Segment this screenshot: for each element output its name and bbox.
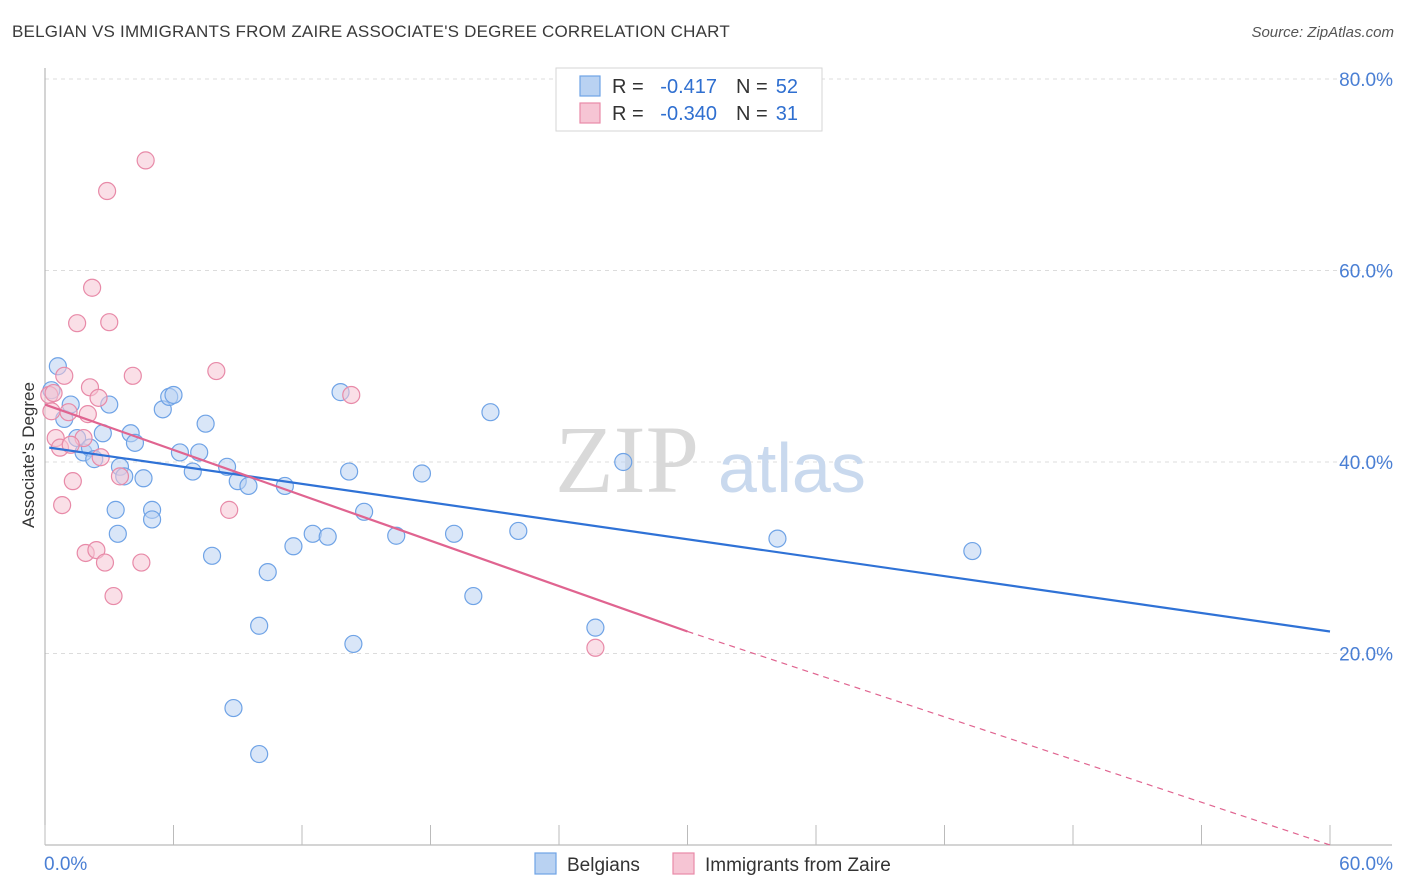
belgian-point (183, 462, 202, 481)
belgian-point (106, 500, 125, 519)
belgian-point (202, 546, 222, 565)
zaire-point (53, 495, 72, 515)
zaire-point (136, 151, 155, 170)
belgian-point (464, 586, 483, 606)
belgian-point (509, 521, 528, 541)
legend-n-value: 31 (776, 103, 798, 125)
legend-r-label: R = (612, 76, 644, 98)
legend-n-label: N = (736, 76, 768, 98)
y-tick-label: 80.0% (1339, 70, 1393, 91)
zaire-point (104, 586, 123, 606)
belgian-point (340, 462, 359, 481)
zaire-trendline (44, 403, 688, 633)
chart-title: BELGIAN VS IMMIGRANTS FROM ZAIRE ASSOCIA… (12, 22, 730, 41)
zaire-point (110, 467, 130, 486)
y-tick-label: 40.0% (1339, 453, 1393, 474)
belgian-point (412, 464, 432, 483)
legend-swatch-belgians (579, 75, 601, 97)
zaire-point (95, 553, 115, 572)
legend-n-value: 52 (776, 76, 798, 98)
belgian-point (284, 537, 303, 556)
belgian-point (196, 414, 215, 433)
belgian-point (134, 469, 153, 488)
bottom-legend-swatch-belgians[interactable] (534, 852, 557, 875)
watermark-atlas: atlas (718, 429, 866, 507)
bottom-legend-label-zaire: Immigrants from Zaire (705, 855, 891, 876)
belgian-point (250, 744, 269, 764)
zaire-point (220, 500, 239, 519)
zaire-point (55, 366, 74, 385)
bottom-legend-swatch-zaire[interactable] (672, 852, 695, 875)
y-tick-label: 60.0% (1339, 262, 1393, 283)
legend-r-value: -0.340 (660, 103, 717, 125)
belgian-point (963, 541, 982, 561)
belgian-point (387, 526, 406, 545)
zaire-point (91, 448, 110, 467)
zaire-point (83, 278, 102, 297)
zaire-point (68, 314, 87, 333)
belgian-point (481, 403, 500, 422)
zaire-point (98, 181, 117, 201)
zaire-point (586, 638, 605, 657)
belgian-point (239, 476, 258, 496)
zaire-trendline-extension (687, 630, 1331, 846)
y-tick-label: 20.0% (1339, 645, 1393, 666)
zaire-point (87, 540, 106, 560)
belgian-point (250, 616, 269, 635)
zaire-point (342, 385, 361, 405)
belgian-point (164, 385, 183, 405)
legend-swatch-zaire (579, 102, 601, 124)
zaire-point (100, 313, 119, 332)
belgian-point (224, 698, 243, 718)
bottom-legend-label-belgians: Belgians (567, 855, 640, 876)
belgian-trendline (49, 446, 1331, 633)
chart-source: Source: ZipAtlas.com (1251, 24, 1394, 41)
legend-n-label: N = (736, 103, 768, 125)
belgian-point (344, 634, 363, 654)
zaire-point (63, 472, 82, 491)
belgian-point (586, 618, 605, 637)
belgian-point (108, 524, 127, 543)
y-axis-title: Associate's Degree (19, 382, 38, 528)
zaire-point (132, 553, 151, 572)
legend-r-label: R = (612, 103, 644, 125)
belgian-point (768, 529, 787, 548)
x-tick-label: 60.0% (1339, 854, 1393, 875)
zaire-point (89, 388, 108, 407)
belgian-point (614, 452, 633, 472)
x-tick-label: 0.0% (44, 854, 87, 875)
zaire-point (44, 383, 63, 403)
belgian-point (318, 527, 337, 546)
belgian-point (303, 524, 322, 543)
belgian-point (444, 524, 464, 543)
zaire-point (207, 361, 226, 381)
belgian-point (258, 563, 277, 582)
zaire-point (123, 366, 142, 385)
legend-r-value: -0.417 (660, 76, 717, 98)
belgian-point (142, 510, 162, 529)
